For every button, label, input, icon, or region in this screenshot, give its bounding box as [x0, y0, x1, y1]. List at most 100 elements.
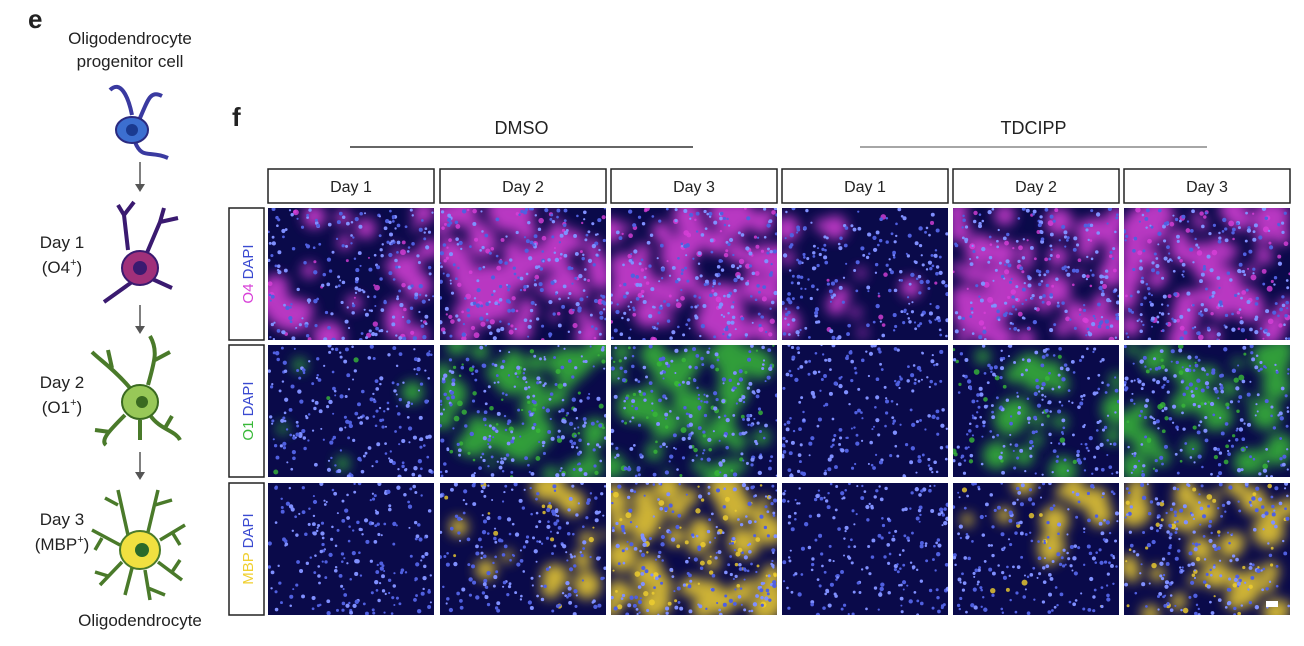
nucleus — [814, 307, 820, 312]
nucleus — [996, 309, 1000, 314]
signal-speck — [744, 370, 748, 374]
nucleus — [893, 567, 898, 572]
signal-speck — [688, 377, 691, 380]
nucleus — [556, 208, 561, 213]
nucleus — [431, 211, 434, 214]
signal-speck — [561, 228, 566, 233]
nucleus — [1016, 498, 1019, 501]
nucleus — [575, 513, 579, 517]
nucleus — [635, 275, 640, 279]
nucleus — [1099, 560, 1104, 565]
nucleus — [506, 517, 512, 522]
nucleus — [504, 484, 508, 488]
nucleus — [816, 263, 820, 268]
nucleus — [957, 391, 961, 394]
nucleus — [759, 588, 764, 593]
nucleus — [782, 580, 786, 583]
nucleus — [847, 613, 850, 615]
signal-speck — [449, 449, 454, 454]
nucleus — [989, 366, 994, 370]
nucleus — [911, 565, 916, 569]
nucleus — [327, 222, 332, 227]
signal-blob — [481, 265, 512, 296]
nucleus — [559, 252, 563, 256]
nucleus — [865, 607, 868, 611]
nucleus — [1193, 569, 1196, 572]
nucleus — [1224, 510, 1227, 513]
nucleus — [751, 485, 756, 489]
nucleus — [491, 426, 496, 430]
nucleus — [853, 523, 856, 526]
signal-blob — [1174, 290, 1197, 312]
nucleus — [854, 410, 858, 415]
nucleus — [580, 355, 583, 358]
nucleus — [770, 455, 774, 459]
nucleus — [931, 470, 934, 474]
nucleus — [1266, 332, 1271, 337]
nucleus — [764, 259, 769, 264]
nucleus — [573, 427, 576, 430]
signal-speck — [1178, 370, 1184, 375]
nucleus — [268, 241, 272, 245]
nucleus — [595, 443, 600, 447]
nucleus — [1224, 422, 1229, 426]
nucleus — [708, 518, 712, 522]
nucleus — [1076, 453, 1080, 457]
nucleus — [894, 379, 897, 383]
signal-speck — [443, 259, 447, 263]
nucleus — [1019, 266, 1024, 271]
nucleus — [791, 355, 796, 360]
nucleus — [724, 594, 728, 598]
nucleus — [442, 243, 447, 247]
signal-blob — [653, 483, 682, 503]
nucleus — [619, 332, 624, 336]
nucleus — [1169, 594, 1173, 597]
nucleus — [1153, 357, 1157, 361]
nucleus — [975, 424, 979, 428]
nucleus — [1112, 442, 1117, 446]
nucleus — [413, 357, 418, 362]
nucleus — [754, 520, 757, 523]
nucleus — [1165, 221, 1170, 225]
nucleus — [786, 420, 791, 425]
signal-blob — [449, 517, 468, 537]
nucleus — [321, 536, 325, 540]
signal-speck — [1192, 425, 1197, 430]
nucleus — [563, 347, 566, 350]
nucleus — [334, 544, 338, 548]
nucleus — [899, 596, 904, 601]
nucleus — [785, 427, 790, 432]
nucleus — [623, 531, 626, 535]
nucleus — [1193, 547, 1198, 552]
signal-blob — [1174, 483, 1199, 509]
nucleus — [1044, 208, 1049, 212]
nucleus — [617, 562, 621, 566]
nucleus — [831, 417, 835, 421]
stain-signal — [1124, 208, 1290, 340]
nucleus — [386, 407, 390, 411]
nucleus — [846, 354, 849, 358]
nucleus — [572, 532, 575, 536]
nucleus — [1171, 421, 1175, 424]
nucleus — [1049, 576, 1054, 581]
nucleus — [885, 397, 888, 400]
nucleus — [523, 368, 526, 371]
nucleus — [336, 528, 340, 532]
nucleus — [1274, 524, 1278, 529]
nucleus — [387, 353, 391, 357]
signal-speck — [746, 279, 750, 283]
nucleus — [1041, 300, 1045, 304]
signal-blob — [1245, 394, 1255, 404]
nucleus — [867, 232, 872, 237]
nucleus — [1191, 447, 1195, 451]
nucleus — [818, 533, 823, 538]
nucleus — [747, 501, 752, 506]
nucleus — [1029, 531, 1032, 534]
signal-speck — [615, 589, 618, 593]
nucleus — [513, 272, 517, 276]
nucleus — [888, 268, 892, 272]
nucleus — [1112, 492, 1116, 496]
signal-blob — [1104, 427, 1119, 444]
nucleus — [1129, 398, 1134, 403]
nucleus — [443, 462, 447, 466]
